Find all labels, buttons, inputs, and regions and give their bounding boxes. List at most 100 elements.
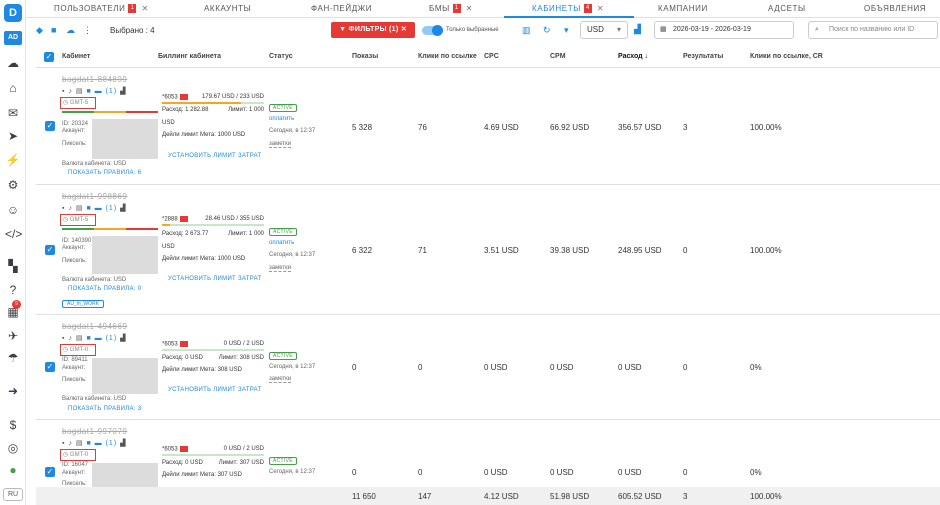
bank-icon[interactable]: ⌂: [9, 81, 17, 95]
bell-icon[interactable]: ♪: [68, 205, 73, 212]
row-checkbox[interactable]: ✓: [45, 245, 55, 255]
table-row[interactable]: ✓ bagdat1-884899 ▪ ♪ ▤ ■ ▬ (1) ▟ ◷ GMT-5…: [36, 69, 940, 185]
col-impressions[interactable]: Показы: [352, 53, 379, 60]
tab-ads[interactable]: ОБЪЯВЛЕНИЯ: [864, 0, 926, 18]
set-spend-limit-link[interactable]: УСТАНОВИТЬ ЛИМИТ ЗАТРАТ: [168, 276, 262, 282]
account-name[interactable]: bagdat1-884899: [62, 75, 128, 84]
payment-icon[interactable]: ▬ (1): [94, 205, 118, 212]
only-selected-toggle[interactable]: [422, 25, 443, 36]
tab-accounts[interactable]: АККАУНТЫ: [204, 0, 251, 18]
tab-adsets[interactable]: АДСЕТЫ: [768, 0, 806, 18]
col-status[interactable]: Статус: [269, 53, 293, 60]
set-spend-limit-link[interactable]: УСТАНОВИТЬ ЛИМИТ ЗАТРАТ: [168, 387, 262, 393]
row-checkbox[interactable]: ✓: [45, 362, 55, 372]
select-all-checkbox[interactable]: ✓: [44, 52, 54, 62]
col-cpm[interactable]: CPM: [550, 53, 566, 60]
doc-icon[interactable]: ▤: [75, 205, 84, 212]
row-checkbox[interactable]: ✓: [45, 121, 55, 131]
tab-campaigns[interactable]: КАМПАНИИ: [658, 0, 708, 18]
notes-link[interactable]: заметки: [269, 141, 292, 148]
card-icon[interactable]: ▪: [62, 205, 66, 212]
tab-fan-pages[interactable]: ФАН-ПЕЙДЖИ: [311, 0, 372, 18]
code-icon[interactable]: </>: [5, 227, 23, 241]
doc-icon[interactable]: ▤: [75, 88, 84, 95]
tab-bms[interactable]: БМЫ 1 ✕: [429, 0, 473, 18]
close-icon[interactable]: ✕: [141, 4, 149, 13]
refresh-icon[interactable]: ↻: [543, 25, 551, 35]
stats-icon[interactable]: ▟: [120, 440, 127, 447]
language-switcher[interactable]: RU: [3, 488, 23, 501]
tab-cabinets[interactable]: КАБИНЕТЫ 4 ✕: [532, 0, 604, 18]
close-icon[interactable]: ✕: [596, 4, 605, 13]
cloud-sync-icon[interactable]: ☁: [66, 25, 75, 35]
gear-icon[interactable]: ⚙: [7, 178, 19, 192]
chevron-down-icon[interactable]: ▾: [564, 25, 569, 35]
notifications-icon[interactable]: ▦: [7, 305, 19, 319]
date-range-picker[interactable]: ▦ 2026-03-19 - 2026-03-19: [654, 21, 794, 39]
col-cr[interactable]: Клики по ссылке, CR: [750, 53, 823, 60]
lightbulb-icon[interactable]: ●: [9, 463, 17, 477]
close-icon[interactable]: ✕: [465, 4, 474, 13]
table-row[interactable]: ✓ bagdat1-998869 ▪ ♪ ▤ ■ ▬ (1) ▟ ◷ GMT-5…: [36, 186, 940, 315]
table-row[interactable]: ✓ bagdat1-997079 ▪ ♪ ▤ ■ ▬ (1) ▟ ◷ GMT-0…: [36, 421, 940, 487]
currency-select[interactable]: USD ▾: [580, 21, 628, 39]
table-row[interactable]: ✓ bagdat1-494669 ▪ ♪ ▤ ■ ▬ (1) ▟ ◷ GMT-0…: [36, 316, 940, 420]
col-cpc[interactable]: CPC: [484, 53, 499, 60]
stats-icon[interactable]: ▟: [120, 88, 127, 95]
chart-icon[interactable]: ▟: [634, 24, 641, 34]
account-name[interactable]: bagdat1-998869: [62, 192, 128, 201]
pay-link[interactable]: оплатить: [269, 116, 295, 122]
billing-icon[interactable]: $: [9, 418, 17, 432]
card-icon[interactable]: ▪: [62, 335, 66, 342]
cursor-icon[interactable]: ➤: [7, 129, 19, 143]
logout-icon[interactable]: ➜: [7, 384, 19, 398]
set-spend-limit-link[interactable]: УСТАНОВИТЬ ЛИМИТ ЗАТРАТ: [168, 153, 262, 159]
dashboard-icon[interactable]: ▚: [8, 259, 18, 273]
col-spend[interactable]: Расход ↓: [618, 53, 649, 60]
col-results[interactable]: Результаты: [683, 53, 724, 60]
ad-accounts-icon[interactable]: AD: [4, 31, 22, 45]
close-icon[interactable]: ✕: [398, 26, 407, 33]
chat-icon[interactable]: ✉: [7, 106, 19, 120]
bell-icon[interactable]: ♪: [68, 440, 73, 447]
account-name[interactable]: bagdat1-494669: [62, 322, 128, 331]
doc-icon[interactable]: ▤: [75, 335, 84, 342]
sync-icon[interactable]: ■: [86, 88, 92, 95]
stats-icon[interactable]: ▟: [120, 335, 127, 342]
user-circle-icon[interactable]: ☺: [6, 203, 20, 217]
notes-link[interactable]: заметки: [269, 376, 292, 383]
columns-icon[interactable]: ▥: [522, 25, 531, 35]
col-link-clicks[interactable]: Клики по ссылке: [418, 53, 477, 60]
col-account[interactable]: Кабинет: [62, 53, 91, 60]
account-name[interactable]: bagdat1-997079: [62, 427, 128, 436]
col-billing[interactable]: Биллинг кабинета: [158, 53, 221, 60]
stats-icon[interactable]: ▟: [120, 205, 127, 212]
show-rules-link[interactable]: ПОКАЗАТЬ ПРАВИЛА: 0: [68, 286, 142, 292]
tab-users[interactable]: ПОЛЬЗОВАТЕЛИ 1 ✕: [54, 0, 149, 18]
card-icon[interactable]: ▪: [62, 440, 66, 447]
payment-icon[interactable]: ▬ (1): [94, 440, 118, 447]
notes-link[interactable]: заметки: [269, 265, 292, 272]
payment-icon[interactable]: ▬ (1): [94, 88, 118, 95]
more-vert-icon[interactable]: ⋮: [83, 25, 92, 35]
folder-icon[interactable]: ■: [51, 25, 57, 35]
tag-icon[interactable]: ◆: [36, 25, 43, 35]
filters-button[interactable]: ▼ ФИЛЬТРЫ (1) ✕: [331, 22, 415, 38]
account-tag[interactable]: AU_in_WORK: [62, 300, 104, 308]
sync-icon[interactable]: ■: [86, 335, 92, 342]
plug-icon[interactable]: ⚡: [5, 153, 21, 167]
payment-icon[interactable]: ▬ (1): [94, 335, 118, 342]
bell-icon[interactable]: ♪: [68, 88, 73, 95]
doc-icon[interactable]: ▤: [75, 440, 84, 447]
bell-icon[interactable]: ♪: [68, 335, 73, 342]
card-icon[interactable]: ▪: [62, 88, 66, 95]
headset-icon[interactable]: ◎: [7, 441, 19, 455]
support-icon[interactable]: ☂: [7, 351, 19, 365]
help-icon[interactable]: ?: [9, 283, 17, 297]
sync-icon[interactable]: ■: [86, 440, 92, 447]
telegram-icon[interactable]: ✈: [7, 329, 19, 343]
sync-icon[interactable]: ■: [86, 205, 92, 212]
show-rules-link[interactable]: ПОКАЗАТЬ ПРАВИЛА: 3: [68, 406, 142, 412]
cloud-upload-icon[interactable]: ☁: [7, 56, 19, 70]
row-checkbox[interactable]: ✓: [45, 467, 55, 477]
